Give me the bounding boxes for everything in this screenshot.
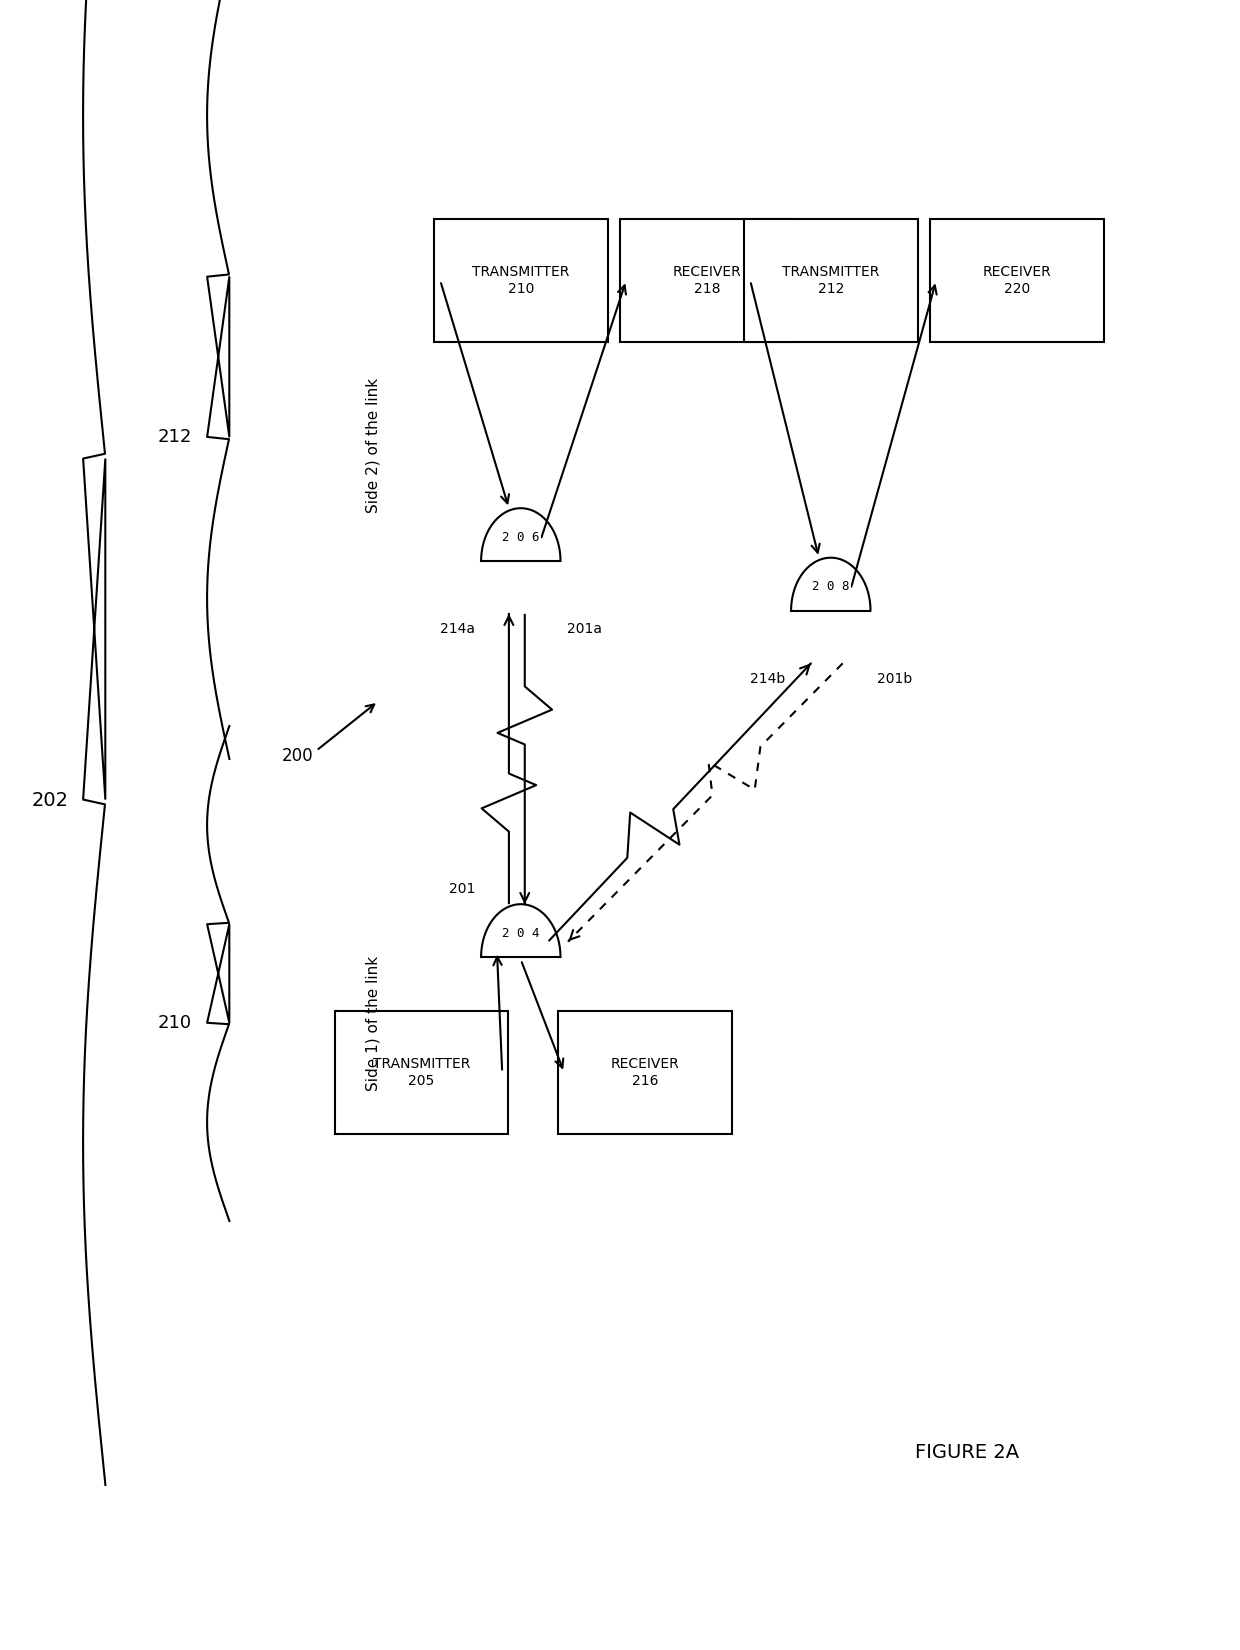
Text: RECEIVER
218: RECEIVER 218	[672, 266, 742, 295]
FancyBboxPatch shape	[620, 218, 794, 343]
Text: 2 0 4: 2 0 4	[502, 927, 539, 940]
FancyBboxPatch shape	[335, 1010, 508, 1135]
Text: 202: 202	[31, 790, 68, 810]
Text: TRANSMITTER
205: TRANSMITTER 205	[373, 1058, 470, 1087]
Text: 210: 210	[157, 1015, 192, 1031]
FancyBboxPatch shape	[558, 1010, 732, 1135]
Text: 201b: 201b	[877, 672, 911, 685]
Text: RECEIVER
216: RECEIVER 216	[610, 1058, 680, 1087]
FancyBboxPatch shape	[930, 218, 1104, 343]
Text: 201a: 201a	[567, 622, 601, 635]
FancyBboxPatch shape	[744, 218, 918, 343]
Text: 201: 201	[449, 883, 475, 896]
Text: Side 2) of the link: Side 2) of the link	[366, 378, 381, 513]
Text: TRANSMITTER
212: TRANSMITTER 212	[782, 266, 879, 295]
Text: 214a: 214a	[440, 622, 475, 635]
Text: RECEIVER
220: RECEIVER 220	[982, 266, 1052, 295]
Text: 2 0 6: 2 0 6	[502, 531, 539, 545]
Text: Side 1) of the link: Side 1) of the link	[366, 955, 381, 1091]
FancyBboxPatch shape	[434, 218, 608, 343]
Text: TRANSMITTER
210: TRANSMITTER 210	[472, 266, 569, 295]
Text: 200: 200	[281, 747, 314, 764]
Text: 214b: 214b	[750, 672, 785, 685]
Text: 2 0 8: 2 0 8	[812, 581, 849, 594]
Text: FIGURE 2A: FIGURE 2A	[915, 1442, 1019, 1462]
Text: 212: 212	[157, 429, 192, 446]
